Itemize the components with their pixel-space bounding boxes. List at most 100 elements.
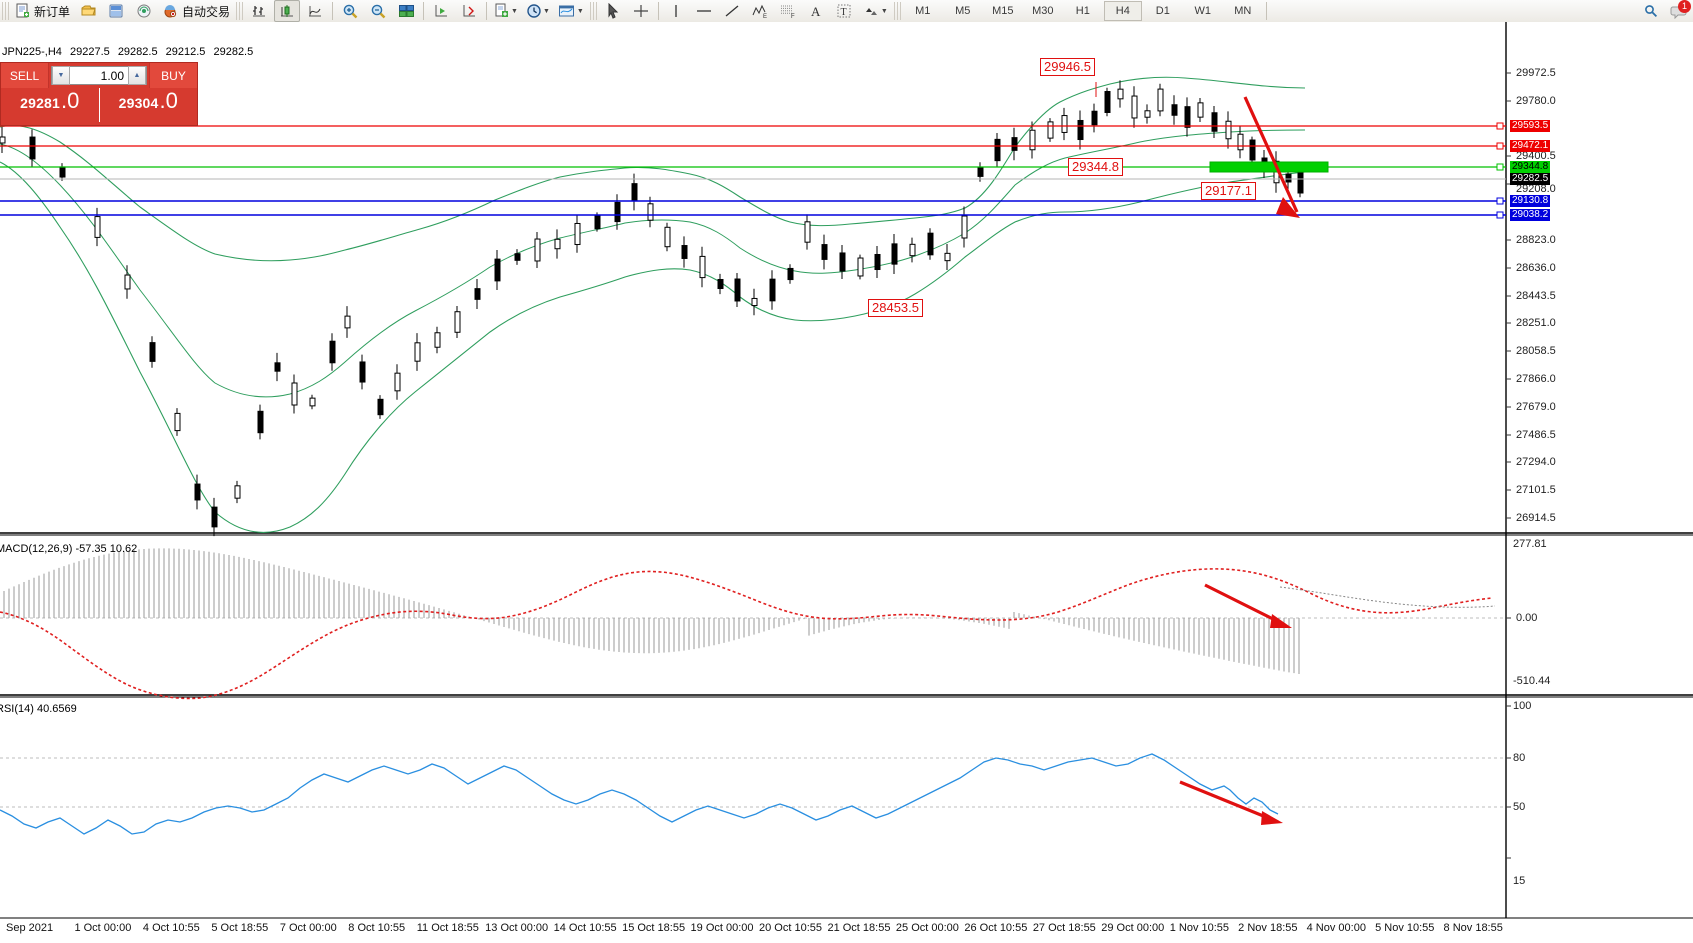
candlestick-chart-icon[interactable] <box>274 0 301 22</box>
price-tick-8: 28058.5 <box>1516 345 1556 357</box>
zoom-in-icon[interactable] <box>337 0 363 22</box>
svg-text:E: E <box>763 14 767 19</box>
fibonacci-icon[interactable]: F <box>775 0 801 22</box>
profile-icon[interactable] <box>103 0 129 22</box>
timeframe-m15[interactable]: M15 <box>992 5 1014 17</box>
zoom-out-icon[interactable] <box>365 0 391 22</box>
rsi-title: RSI(14) 40.6569 <box>0 703 77 715</box>
volume-stepper[interactable]: ▼ 1.00 ▲ <box>51 66 147 85</box>
alerts-icon[interactable]: 1 <box>1666 0 1692 22</box>
horizontal-line-icon[interactable] <box>691 0 717 22</box>
macd-tick-0: 277.81 <box>1513 538 1547 550</box>
time-label: Sep 2021 <box>6 922 54 934</box>
tile-windows-icon[interactable] <box>393 0 419 22</box>
time-label: 4 Nov 00:00 <box>1306 922 1366 934</box>
one-click-trading-panel[interactable]: SELL ▼ 1.00 ▲ BUY 29281 .0 29304 .0 <box>0 62 198 126</box>
buy-price[interactable]: 29304 .0 <box>100 88 198 122</box>
rsi-tick-1: 80 <box>1513 752 1526 764</box>
price-tag-support-blue-2[interactable]: 29038.2 <box>1510 209 1551 221</box>
time-label: 8 Oct 10:55 <box>348 922 406 934</box>
callout-target[interactable]: 29177.1 <box>1201 182 1256 200</box>
price-tick-13: 27101.5 <box>1516 484 1556 496</box>
sell-price[interactable]: 29281 .0 <box>1 88 100 122</box>
shift-end-icon[interactable] <box>456 0 482 22</box>
shift-start-icon[interactable] <box>428 0 454 22</box>
templates-icon[interactable]: ▼ <box>555 0 587 22</box>
symbol-high: 29282.5 <box>117 46 158 58</box>
time-label: 14 Oct 10:55 <box>553 922 617 934</box>
network-icon[interactable] <box>131 0 157 22</box>
sell-button[interactable]: SELL <box>1 63 49 88</box>
chart-canvas[interactable]: JPN225-,H4 29227.5 29282.5 29212.5 29282… <box>0 22 1693 943</box>
svg-text:F: F <box>791 14 795 19</box>
callout-low[interactable]: 28453.5 <box>868 299 923 317</box>
crosshair-icon[interactable] <box>628 0 654 22</box>
text-box-icon[interactable]: T <box>831 0 857 22</box>
templates-caret-icon[interactable]: ▼ <box>576 7 584 15</box>
symbol-low: 29212.5 <box>165 46 206 58</box>
price-tick-5: 28636.0 <box>1516 262 1556 274</box>
arrows-icon[interactable]: ▼ <box>859 0 891 22</box>
sell-price-main: 29281 <box>20 95 61 111</box>
svg-text:T: T <box>840 7 846 18</box>
price-tag-support-blue-1[interactable]: 29130.8 <box>1510 195 1551 207</box>
volume-value[interactable]: 1.00 <box>100 68 124 83</box>
cursor-icon[interactable] <box>600 0 626 22</box>
time-label: 1 Oct 00:00 <box>74 922 132 934</box>
time-label: 15 Oct 18:55 <box>622 922 686 934</box>
timeframe-h1[interactable]: H1 <box>1075 5 1090 17</box>
time-label: 27 Oct 18:55 <box>1032 922 1096 934</box>
time-label: 1 Nov 10:55 <box>1169 922 1230 934</box>
toolbar-grip-2[interactable] <box>236 2 244 20</box>
rsi-tick-3: 15 <box>1513 875 1526 887</box>
toolbar-grip-1[interactable] <box>2 2 9 20</box>
elliott-wave-icon[interactable]: E <box>747 0 773 22</box>
volume-increment-icon[interactable]: ▲ <box>128 66 146 85</box>
trend-line-icon[interactable] <box>719 0 745 22</box>
vertical-line-icon[interactable] <box>663 0 689 22</box>
period-caret-icon[interactable]: ▼ <box>542 7 550 15</box>
timeframe-d1[interactable]: D1 <box>1155 5 1170 17</box>
price-tag-support-green[interactable]: 29344.8 <box>1510 161 1551 173</box>
time-label: 25 Oct 00:00 <box>895 922 959 934</box>
price-tick-9: 27866.0 <box>1516 373 1556 385</box>
price-tag-resistance-2[interactable]: 29472.1 <box>1510 140 1551 152</box>
new-order-button[interactable]: 新订单 <box>12 0 73 22</box>
line-chart-icon[interactable] <box>302 0 328 22</box>
add-indicator-caret-icon[interactable]: ▼ <box>511 7 518 15</box>
volume-decrement-icon[interactable]: ▼ <box>52 66 70 85</box>
callout-mid[interactable]: 29344.8 <box>1068 158 1123 176</box>
price-tag-last[interactable]: 29282.5 <box>1510 173 1551 185</box>
rsi-tick-2: 50 <box>1513 801 1526 813</box>
folder-icon[interactable] <box>75 0 101 22</box>
price-tick-7: 28251.0 <box>1516 317 1556 329</box>
time-label: 7 Oct 00:00 <box>279 922 337 934</box>
price-tick-0: 29972.5 <box>1516 67 1556 79</box>
period-icon[interactable]: ▼ <box>523 0 553 22</box>
price-tick-12: 27294.0 <box>1516 456 1556 468</box>
price-tag-resistance-1[interactable]: 29593.5 <box>1510 120 1551 132</box>
buy-price-frac: .0 <box>159 88 178 113</box>
search-icon[interactable] <box>1638 0 1664 22</box>
add-indicator-icon[interactable]: ▼ <box>491 0 521 22</box>
buy-button[interactable]: BUY <box>149 63 197 88</box>
timeframe-m1[interactable]: M1 <box>915 5 931 17</box>
expert-advisor-icon[interactable]: 自动交易 <box>159 0 233 22</box>
toolbar-grip-4[interactable] <box>893 2 901 20</box>
timeframe-mn[interactable]: MN <box>1234 5 1252 17</box>
timeframe-h4[interactable]: H4 <box>1103 1 1142 21</box>
price-tick-6: 28443.5 <box>1516 290 1556 302</box>
macd-title: MACD(12,26,9) -57.35 10.62 <box>0 543 138 555</box>
timeframe-w1[interactable]: W1 <box>1194 5 1212 17</box>
time-label: 5 Oct 18:55 <box>211 922 269 934</box>
text-label-icon[interactable]: A <box>803 0 829 22</box>
timeframe-m30[interactable]: M30 <box>1032 5 1054 17</box>
macd-tick-1: 0.00 <box>1516 612 1538 624</box>
new-order-label: 新订单 <box>34 4 71 19</box>
arrows-caret-icon[interactable]: ▼ <box>880 7 888 15</box>
callout-high[interactable]: 29946.5 <box>1040 58 1095 76</box>
timeframe-m5[interactable]: M5 <box>955 5 971 17</box>
price-tick-11: 27486.5 <box>1516 429 1556 441</box>
toolbar-grip-3[interactable] <box>589 2 597 20</box>
bar-chart-icon[interactable] <box>246 0 272 22</box>
